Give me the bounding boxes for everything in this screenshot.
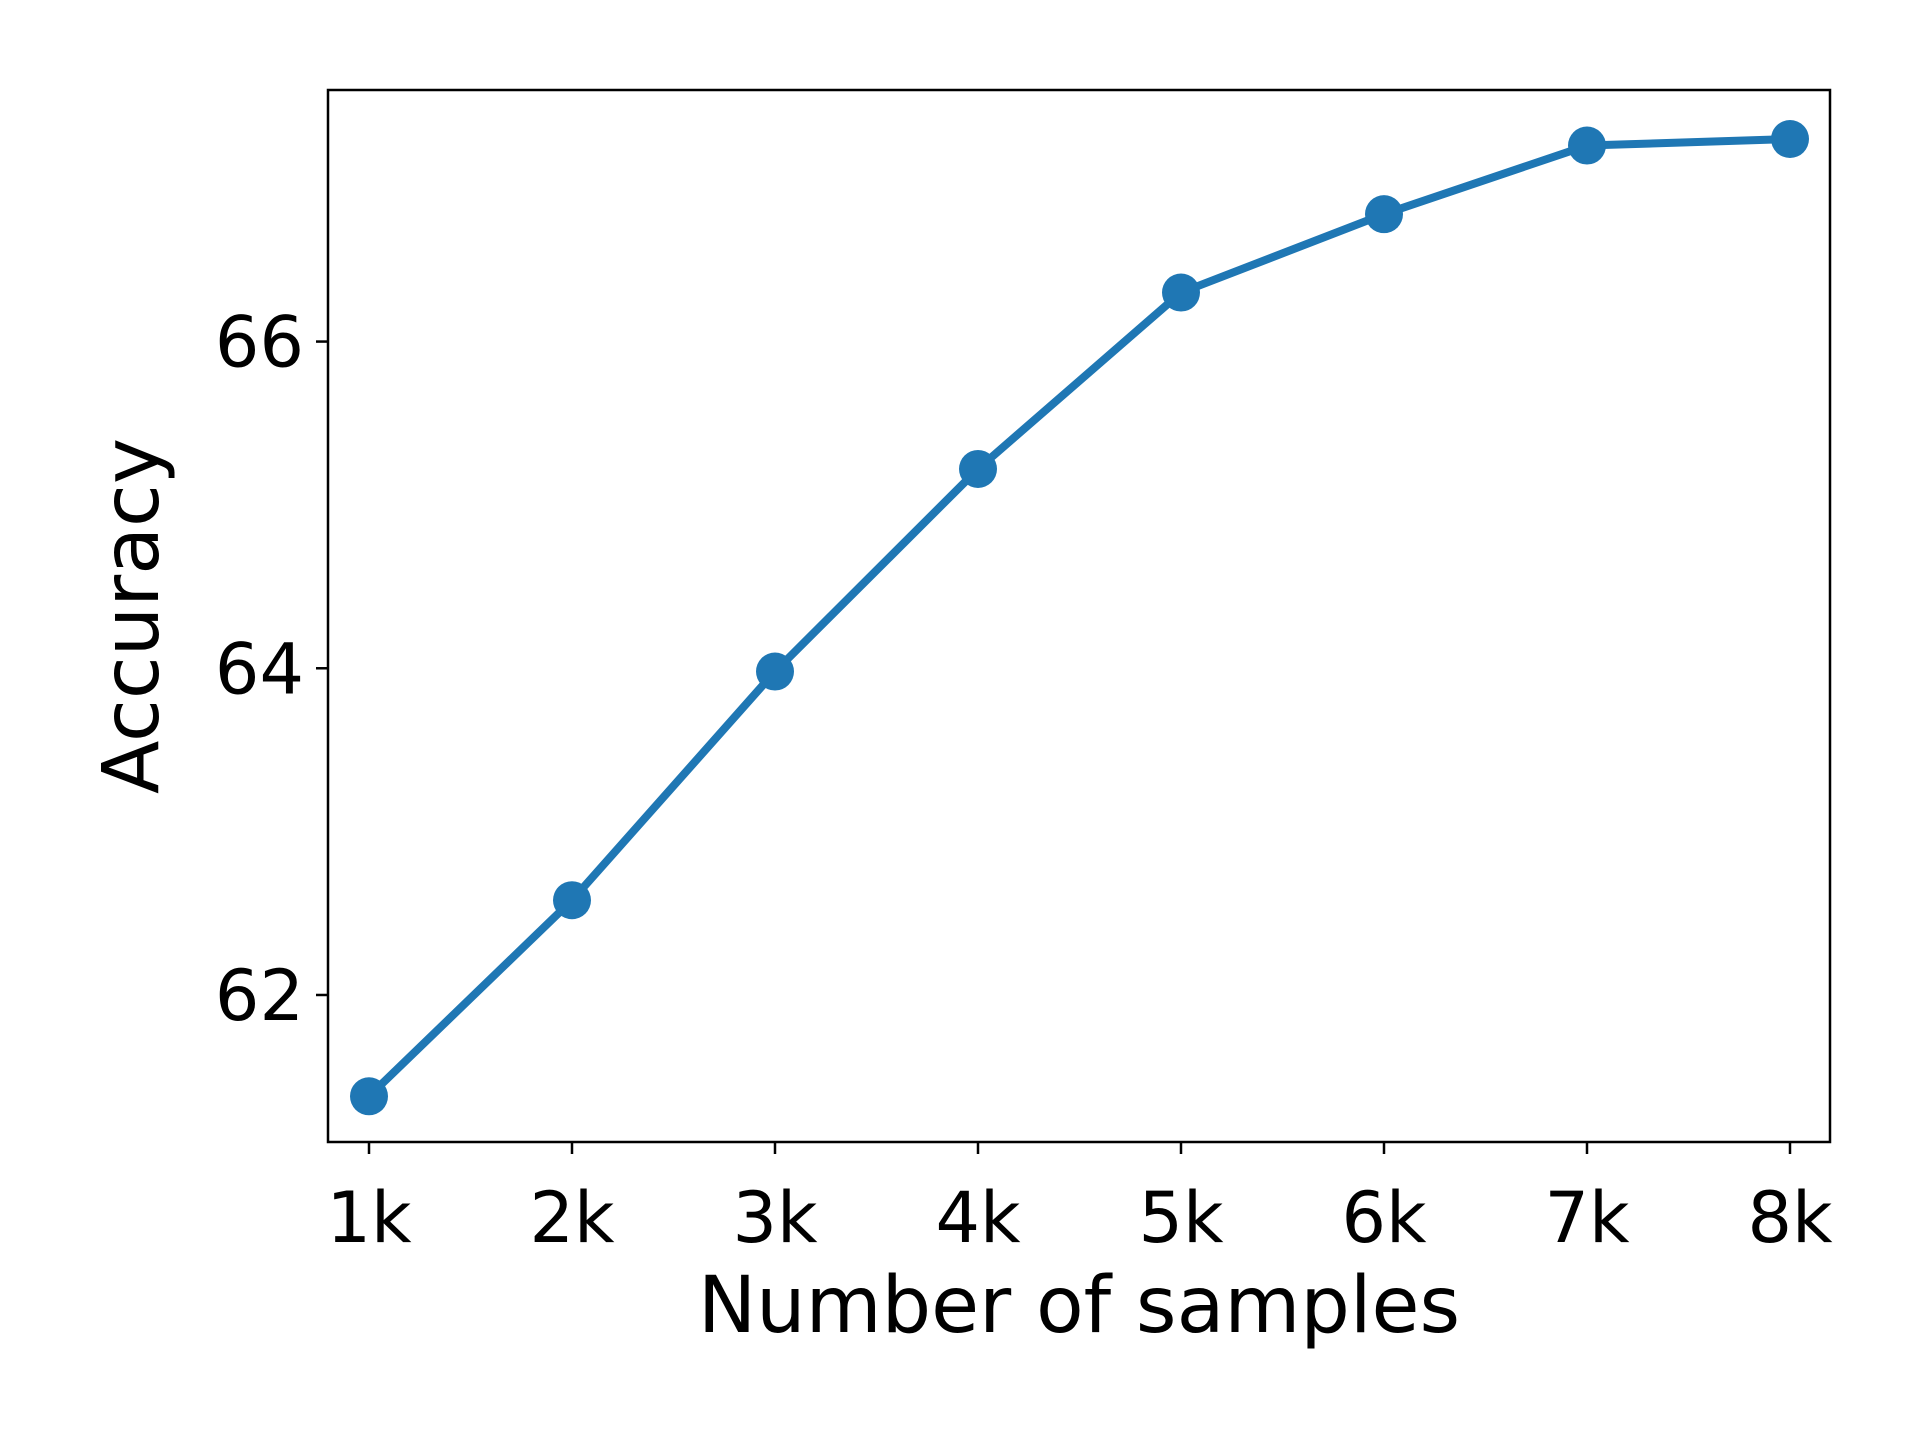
data-point-3k <box>756 652 794 691</box>
plot-frame <box>326 88 1832 1144</box>
data-point-5k <box>1162 273 1200 312</box>
x-tick-label-3k: 3k <box>732 1177 818 1259</box>
y-axis-label: Accuracy <box>87 438 177 794</box>
data-point-6k <box>1365 195 1403 234</box>
ticks-layer: 1k 2k 3k 4k 5k 6k 7k 8k 62 64 66 <box>215 302 1833 1259</box>
x-tick-label-8k: 8k <box>1747 1177 1833 1259</box>
x-tick-label-5k: 5k <box>1138 1177 1224 1259</box>
x-tick-label-2k: 2k <box>529 1177 615 1259</box>
x-tick-label-7k: 7k <box>1544 1177 1630 1259</box>
x-axis-label: Number of samples <box>698 1261 1460 1351</box>
y-tick-label-62: 62 <box>215 955 304 1037</box>
x-tick-label-6k: 6k <box>1341 1177 1427 1259</box>
y-tick-label-64: 64 <box>215 628 304 710</box>
series-layer <box>350 120 1809 1116</box>
data-point-8k <box>1771 120 1809 159</box>
data-point-4k <box>959 449 997 488</box>
series-line-0 <box>365 135 1794 1101</box>
y-tick-label-66: 66 <box>215 302 304 384</box>
data-point-2k <box>553 881 591 920</box>
x-tick-label-4k: 4k <box>935 1177 1021 1259</box>
x-tick-label-1k: 1k <box>326 1177 412 1259</box>
data-point-7k <box>1568 126 1606 165</box>
data-point-1k <box>350 1077 388 1116</box>
